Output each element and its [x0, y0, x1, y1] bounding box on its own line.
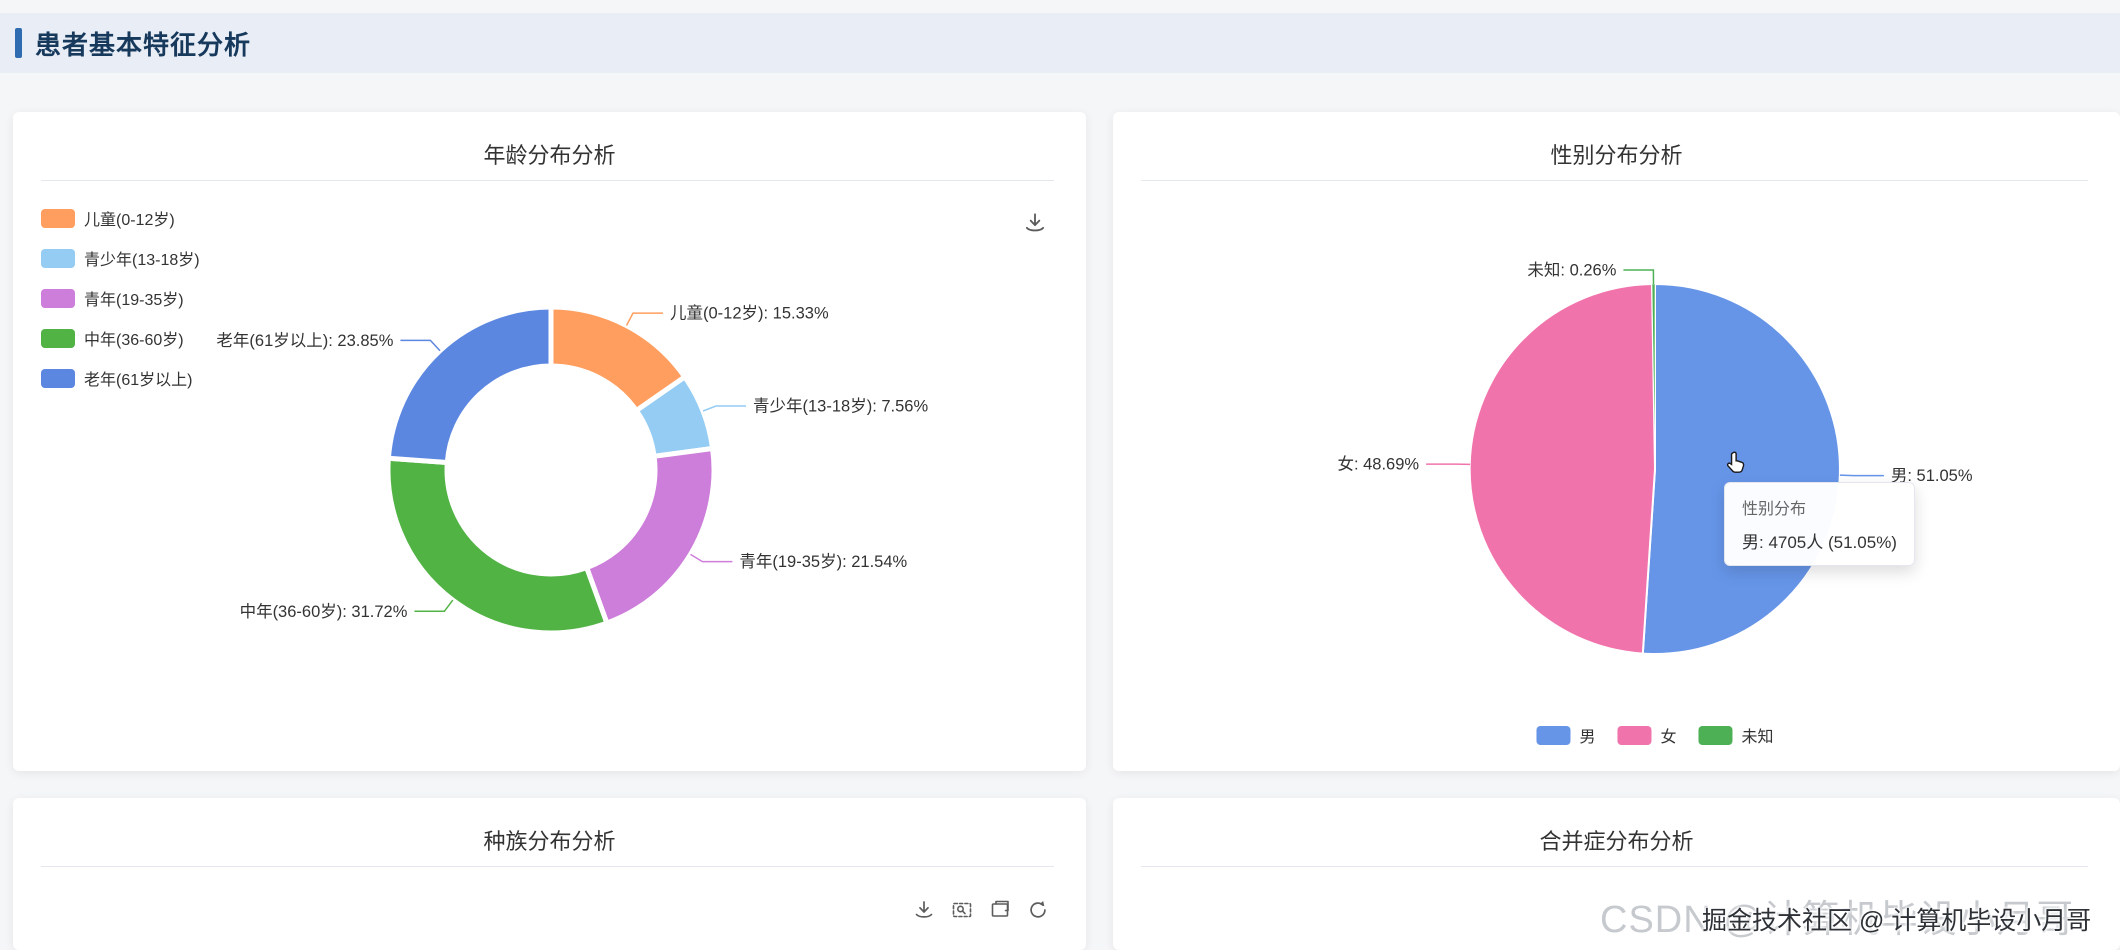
age-card-title: 年龄分布分析	[483, 143, 616, 168]
legend-label: 未知	[1741, 729, 1774, 746]
header-accent-bar	[15, 28, 22, 58]
label-line	[400, 339, 441, 352]
gender-pie-chart[interactable]: 男: 51.05% 女: 48.69% 未知: 0.26%	[1113, 112, 2120, 771]
card-race-distribution: 种族分布分析	[13, 798, 1086, 950]
pie-segment-中年(36-60岁)[interactable]	[385, 455, 610, 636]
legend-item-未知[interactable]: 未知	[1698, 723, 1774, 747]
legend-swatch	[41, 208, 75, 228]
chart-toolbox	[912, 898, 1050, 922]
legend-item-中年(36-60岁)[interactable]: 中年(36-60岁)	[41, 326, 200, 350]
label-line	[1623, 269, 1655, 285]
pie-label: 中年(36-60岁): 31.72%	[240, 602, 408, 621]
comorbidity-card-title: 合并症分布分析	[1539, 829, 1694, 854]
card-comorbidity-distribution: 合并症分布分析	[1113, 798, 2120, 950]
tooltip-title: 性别分布	[1742, 501, 1807, 518]
tooltip-value: 男: 4705人 (51.05%)	[1742, 533, 1897, 552]
pie-segment-女[interactable]	[1468, 283, 1656, 655]
label-line	[1839, 474, 1884, 477]
legend-item-男[interactable]: 男	[1536, 723, 1595, 747]
mouse-cursor-icon	[1723, 450, 1749, 481]
page-title: 患者基本特征分析	[35, 29, 252, 60]
download-icon[interactable]	[912, 898, 936, 922]
age-donut-chart[interactable]: 儿童(0-12岁): 15.33% 青少年(13-18岁): 7.56% 青年(19…	[13, 112, 1086, 771]
pie-label: 未知: 0.26%	[1527, 261, 1616, 280]
legend-swatch	[41, 368, 75, 388]
section-header: 患者基本特征分析	[0, 13, 2120, 73]
legend-swatch	[41, 328, 75, 348]
pie-label: 男: 51.05%	[1891, 467, 1973, 485]
zoom-select-icon[interactable]	[950, 898, 974, 922]
gender-chart-legend: 男 女 未知	[1536, 723, 1774, 747]
divider	[41, 866, 1054, 867]
label-line	[414, 599, 454, 613]
legend-swatch	[41, 248, 75, 268]
legend-label: 女	[1660, 729, 1677, 746]
card-gender-distribution: 性别分布分析 男: 51.05% 女: 48.69% 未知: 0.26% 男女未知 …	[1113, 112, 2120, 771]
legend-item-老年(61岁以上)[interactable]: 老年(61岁以上)	[41, 366, 200, 390]
label-line	[702, 405, 746, 412]
pie-label: 儿童(0-12岁): 15.33%	[670, 304, 829, 323]
pie-label: 老年(61岁以上): 23.85%	[216, 331, 393, 350]
legend-item-青少年(13-18岁)[interactable]: 青少年(13-18岁)	[41, 246, 200, 270]
legend-label: 男	[1579, 729, 1596, 746]
legend-label: 青年(19-35岁)	[84, 292, 184, 309]
legend-item-青年(19-35岁)[interactable]: 青年(19-35岁)	[41, 286, 200, 310]
legend-item-女[interactable]: 女	[1617, 723, 1677, 747]
gender-card-title: 性别分布分析	[1550, 143, 1683, 168]
legend-swatch	[1698, 725, 1733, 745]
divider	[41, 180, 1054, 181]
legend-label: 青少年(13-18岁)	[84, 252, 200, 269]
legend-item-儿童(0-12岁)[interactable]: 儿童(0-12岁)	[41, 206, 200, 230]
zoom-reset-icon[interactable]	[988, 898, 1012, 922]
legend-label: 老年(61岁以上)	[84, 372, 193, 389]
download-icon[interactable]	[1022, 210, 1048, 236]
legend-swatch	[1536, 725, 1571, 745]
label-line	[690, 553, 733, 563]
pie-label: 青少年(13-18岁): 7.56%	[753, 397, 928, 416]
label-line	[625, 312, 663, 326]
card-age-distribution: 年龄分布分析 儿童(0-12岁) 青少年(13-18岁) 青年(19-35岁) 中年(…	[13, 112, 1086, 771]
age-chart-legend: 儿童(0-12岁) 青少年(13-18岁) 青年(19-35岁) 中年(36-60岁)…	[41, 206, 200, 390]
race-card-title: 种族分布分析	[483, 829, 616, 854]
divider	[1141, 180, 2088, 181]
pie-label: 女: 48.69%	[1337, 455, 1419, 474]
pie-label: 青年(19-35岁): 21.54%	[739, 552, 907, 571]
legend-swatch	[1617, 725, 1652, 745]
legend-label: 儿童(0-12岁)	[84, 212, 175, 229]
pie-segment-青年(19-35岁)[interactable]	[584, 446, 717, 626]
legend-label: 中年(36-60岁)	[84, 332, 184, 349]
legend-swatch	[41, 288, 75, 308]
divider	[1141, 866, 2088, 867]
refresh-icon[interactable]	[1026, 898, 1050, 922]
chart-tooltip: 性别分布 男: 4705人 (51.05%)	[1724, 482, 1915, 566]
pie-segment-老年(61岁以上)[interactable]	[385, 304, 554, 465]
